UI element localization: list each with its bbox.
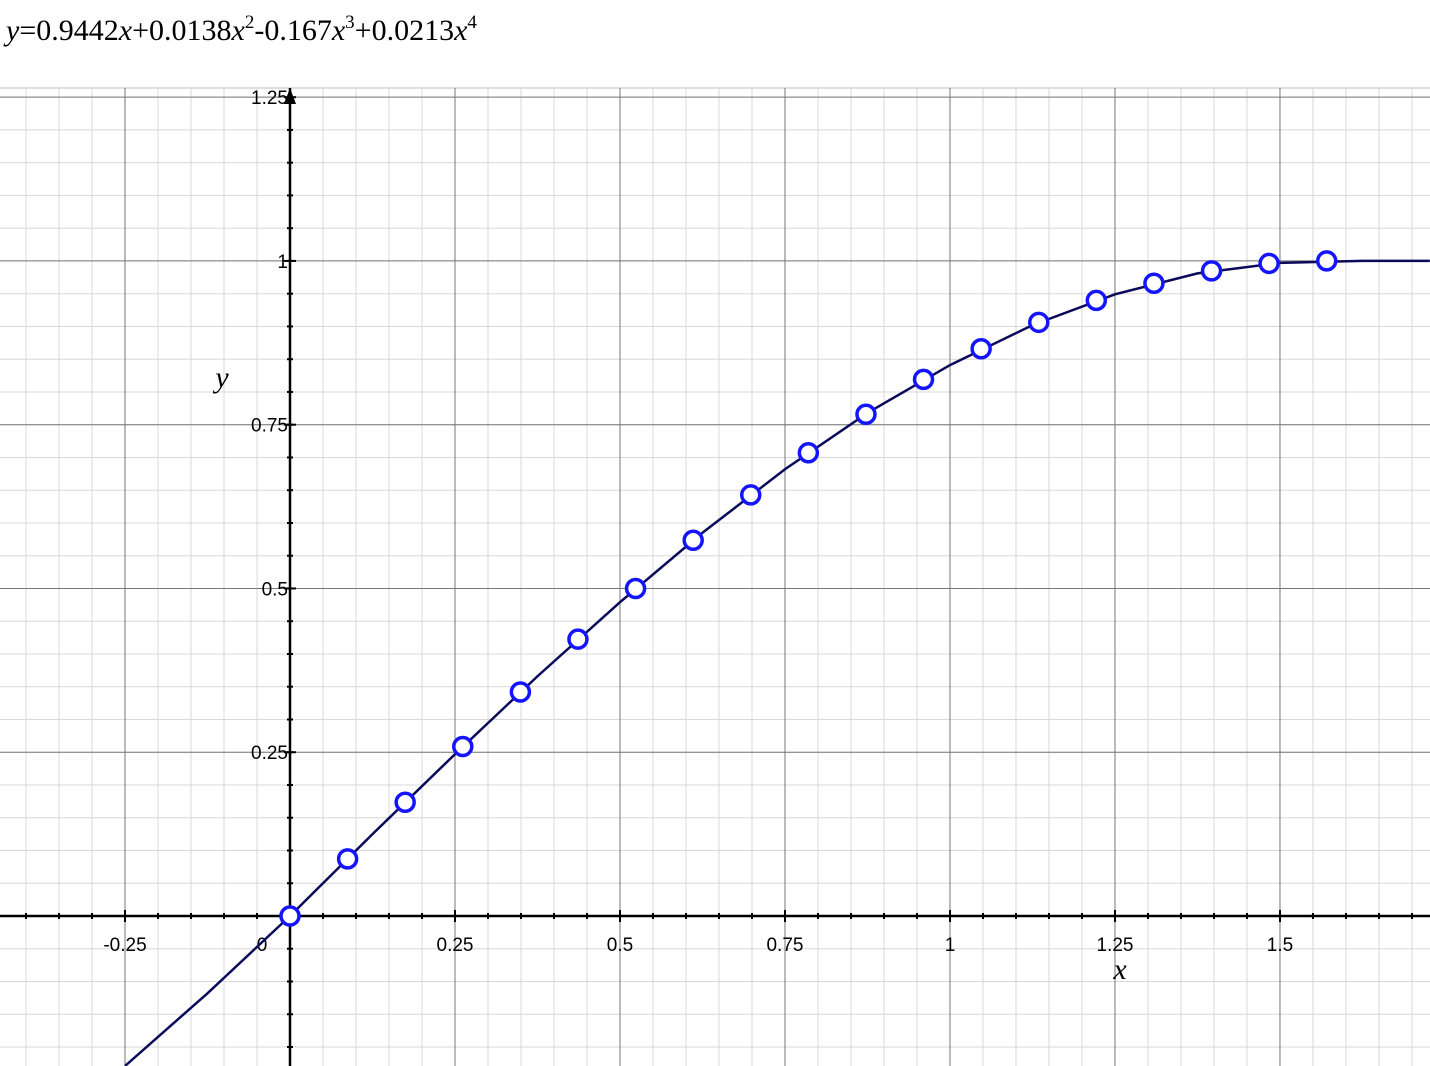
- y-tick-label: 0.5: [262, 579, 288, 600]
- y-axis-label: y: [212, 361, 229, 394]
- y-axis-arrow: [283, 88, 296, 104]
- title-part: +0.0138: [132, 14, 232, 47]
- title-part: x: [118, 14, 133, 47]
- title-part: 3: [345, 12, 355, 33]
- data-point: [624, 577, 647, 600]
- data-point: [855, 403, 877, 425]
- data-point: [509, 681, 532, 703]
- title-part: x: [331, 14, 346, 47]
- title-part: -0.167: [254, 14, 332, 47]
- data-point: [682, 529, 704, 552]
- title-part: 2: [244, 12, 255, 33]
- x-axis-label: x: [1112, 953, 1127, 986]
- data-point: [279, 905, 301, 927]
- chart-title: y=0.9442x+0.0138x2-0.167x3+0.0213x4: [6, 12, 477, 48]
- x-tick-label: 0.75: [766, 935, 803, 956]
- title-part: +0.0213: [354, 14, 455, 47]
- data-point: [452, 735, 474, 758]
- data-point: [797, 442, 820, 464]
- x-tick-label: 0.25: [437, 935, 474, 956]
- title-part: x: [454, 14, 468, 47]
- x-tick-label: 1.25: [1096, 935, 1133, 956]
- data-point: [1085, 289, 1108, 312]
- x-tick-label: 0.5: [607, 935, 633, 956]
- data-point: [1258, 252, 1280, 275]
- data-point: [739, 484, 762, 506]
- y-tick-label: 0.75: [251, 416, 288, 437]
- data-point: [1315, 250, 1338, 272]
- data-point: [394, 791, 416, 814]
- data-point: [1143, 272, 1165, 295]
- x-tick-label: -0.25: [103, 935, 146, 956]
- x-tick-label: 1: [945, 935, 956, 956]
- x-tick-label: 0: [257, 935, 268, 956]
- data-point: [336, 848, 359, 870]
- x-tick-label: 1.5: [1267, 935, 1293, 956]
- data-point: [1028, 311, 1050, 334]
- data-point: [912, 368, 935, 391]
- y-tick-label: 0.25: [251, 743, 288, 764]
- data-point: [1200, 260, 1223, 282]
- title-part: =0.9442: [19, 14, 119, 47]
- title-part: x: [231, 14, 245, 47]
- title-part: 4: [467, 12, 477, 33]
- y-tick-label: 1: [277, 252, 288, 273]
- data-point: [970, 337, 992, 360]
- data-point: [567, 628, 589, 650]
- title-part: y: [6, 14, 20, 47]
- y-tick-label: 1.25: [251, 88, 288, 109]
